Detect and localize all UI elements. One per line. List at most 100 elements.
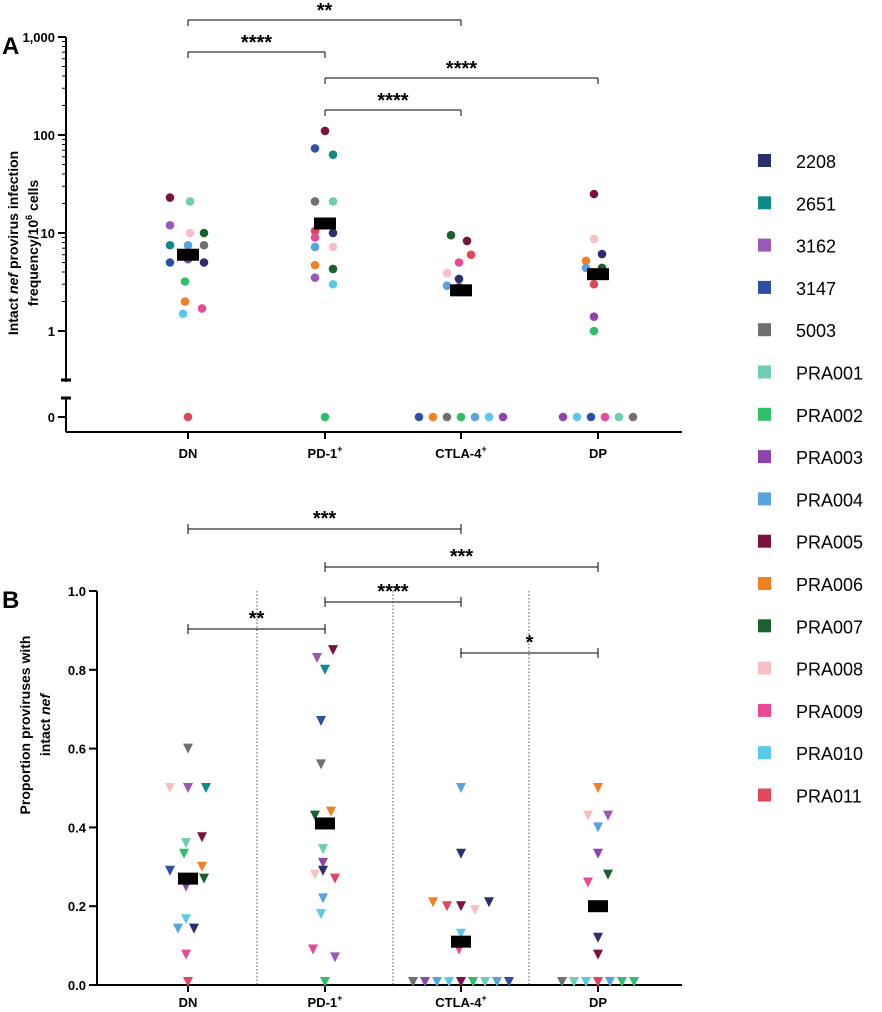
legend-label-pra005: PRA005 xyxy=(796,533,863,553)
panel-b-sig-label: * xyxy=(526,632,534,654)
panel-b-ylabel-line1: Proportion proviruses with xyxy=(17,636,33,815)
legend-label-3162: 3162 xyxy=(796,237,836,257)
panel-b-xtick-label: PD-1+ xyxy=(308,993,343,1010)
panel-b-zero-point xyxy=(504,977,514,987)
legend: 2208 2651 3162 3147 5003 PRA001 PRA002 PRA003 PR… xyxy=(758,152,863,807)
panel-a-zero-point xyxy=(614,412,624,422)
legend-label-pra003: PRA003 xyxy=(796,448,863,468)
panel-b-point xyxy=(456,783,466,793)
panel-a-zero-point xyxy=(442,412,452,422)
panel-b-point xyxy=(181,838,191,849)
panel-a-sig-label: **** xyxy=(446,58,477,80)
panel-b-zero-point xyxy=(444,977,454,987)
panel-a-point xyxy=(180,297,190,306)
panel-a-point xyxy=(328,279,338,289)
panel-b-ytick-label: 0.8 xyxy=(68,663,86,678)
panel-a-median-bar xyxy=(314,217,336,230)
panel-b-point xyxy=(201,783,211,793)
panel-b-point xyxy=(330,873,340,884)
panel-b-zero-point xyxy=(320,977,330,987)
panel-b-median-bar xyxy=(588,900,608,913)
panel-a-sig-label: **** xyxy=(377,90,408,112)
panel-a-point xyxy=(197,304,207,313)
panel-a-point xyxy=(320,126,330,136)
panel-b-point xyxy=(583,877,593,888)
panel-a-xtick-label: DP xyxy=(589,446,607,461)
panel-b-zero-point xyxy=(468,977,478,987)
panel-b-point xyxy=(593,822,603,833)
panel-b-sig-label: *** xyxy=(313,508,337,530)
legend-swatch-pra010 xyxy=(758,746,771,760)
panel-b-ylabel-line2: intact nef xyxy=(37,693,53,757)
panel-a-zero-point xyxy=(586,412,596,422)
panel-b-point xyxy=(328,645,338,656)
legend-swatch-pra009 xyxy=(758,703,771,717)
panel-a-median-bar xyxy=(177,248,199,261)
panel-a-point xyxy=(183,240,193,250)
panel-a-point xyxy=(328,228,338,238)
panel-b-median-bar xyxy=(315,817,335,830)
panel-b-point xyxy=(593,949,603,960)
panel-a-point xyxy=(597,249,607,259)
panel-b-point xyxy=(428,897,438,908)
panel-a-median-bar xyxy=(450,284,472,297)
panel-a-point xyxy=(589,279,599,289)
panel-b-point xyxy=(318,865,328,876)
panel-b-point xyxy=(456,928,466,939)
legend-swatch-2651 xyxy=(758,196,771,210)
legend-label-pra009: PRA009 xyxy=(796,702,863,722)
panel-a-sig-label: ** xyxy=(317,0,333,22)
panel-a-point xyxy=(310,242,320,252)
panel-a-point xyxy=(310,197,320,206)
panel-b-median-bar xyxy=(451,935,471,948)
panel-a-point xyxy=(454,274,464,284)
legend-swatch-2208 xyxy=(758,154,771,167)
legend-swatch-pra004 xyxy=(758,492,771,506)
panel-b-zero-point xyxy=(408,977,418,987)
legend-swatch-pra002 xyxy=(758,407,771,421)
legend-label-pra004: PRA004 xyxy=(796,490,863,510)
panel-label-b: B xyxy=(2,587,19,614)
panel-b-point xyxy=(308,944,318,955)
panel-a-point xyxy=(165,258,175,267)
panel-b-zero-point xyxy=(420,977,430,987)
panel-a-point xyxy=(589,312,599,321)
panel-a-ytick-label: 100 xyxy=(33,128,55,143)
panel-a-zero-point xyxy=(628,412,638,422)
panel-a-xtick-label: PD-1+ xyxy=(308,444,343,461)
panel-b-point xyxy=(583,810,593,821)
panel-b-point xyxy=(189,923,199,934)
panel-a-ytick-label: 1,000 xyxy=(22,30,55,45)
panel-a-point xyxy=(185,197,195,206)
panel-b-point xyxy=(316,716,326,727)
panel-b-median-bar xyxy=(178,872,198,885)
panel-a-point xyxy=(328,264,338,274)
panel-a-median-bar xyxy=(587,268,609,281)
panel-a-point xyxy=(462,236,472,246)
panel-a-ylabel-line2: frequency/106 cells xyxy=(24,180,41,307)
panel-a-xtick-label: CTLA-4+ xyxy=(435,444,486,461)
legend-swatch-pra003 xyxy=(758,450,771,464)
panel-a-point xyxy=(328,242,338,252)
panel-b-zero-point xyxy=(480,977,490,987)
panel-a-zero-point xyxy=(414,412,424,422)
panel-a-point xyxy=(581,256,591,266)
panel-b-point xyxy=(316,909,326,920)
panel-b-point xyxy=(603,810,613,821)
panel-b-point xyxy=(320,664,330,675)
panel-a-point xyxy=(466,250,476,260)
panel-a-ytick-label: 1 xyxy=(48,324,55,339)
panel-b-point xyxy=(470,905,480,916)
panel-b-zero-point xyxy=(569,977,579,987)
panel-b-point xyxy=(310,810,320,821)
panel-b-point xyxy=(181,914,191,925)
panel-a-point xyxy=(442,268,452,278)
panel-b-sig-label: *** xyxy=(450,546,474,568)
panel-a-zero-point xyxy=(558,412,568,422)
panel-a-zero-point xyxy=(456,412,466,422)
legend-label-2651: 2651 xyxy=(796,194,836,214)
panel-b-point xyxy=(326,806,336,817)
panel-b-sig-label: ** xyxy=(249,608,265,630)
panel-b-ytick-label: 0.0 xyxy=(68,978,86,993)
